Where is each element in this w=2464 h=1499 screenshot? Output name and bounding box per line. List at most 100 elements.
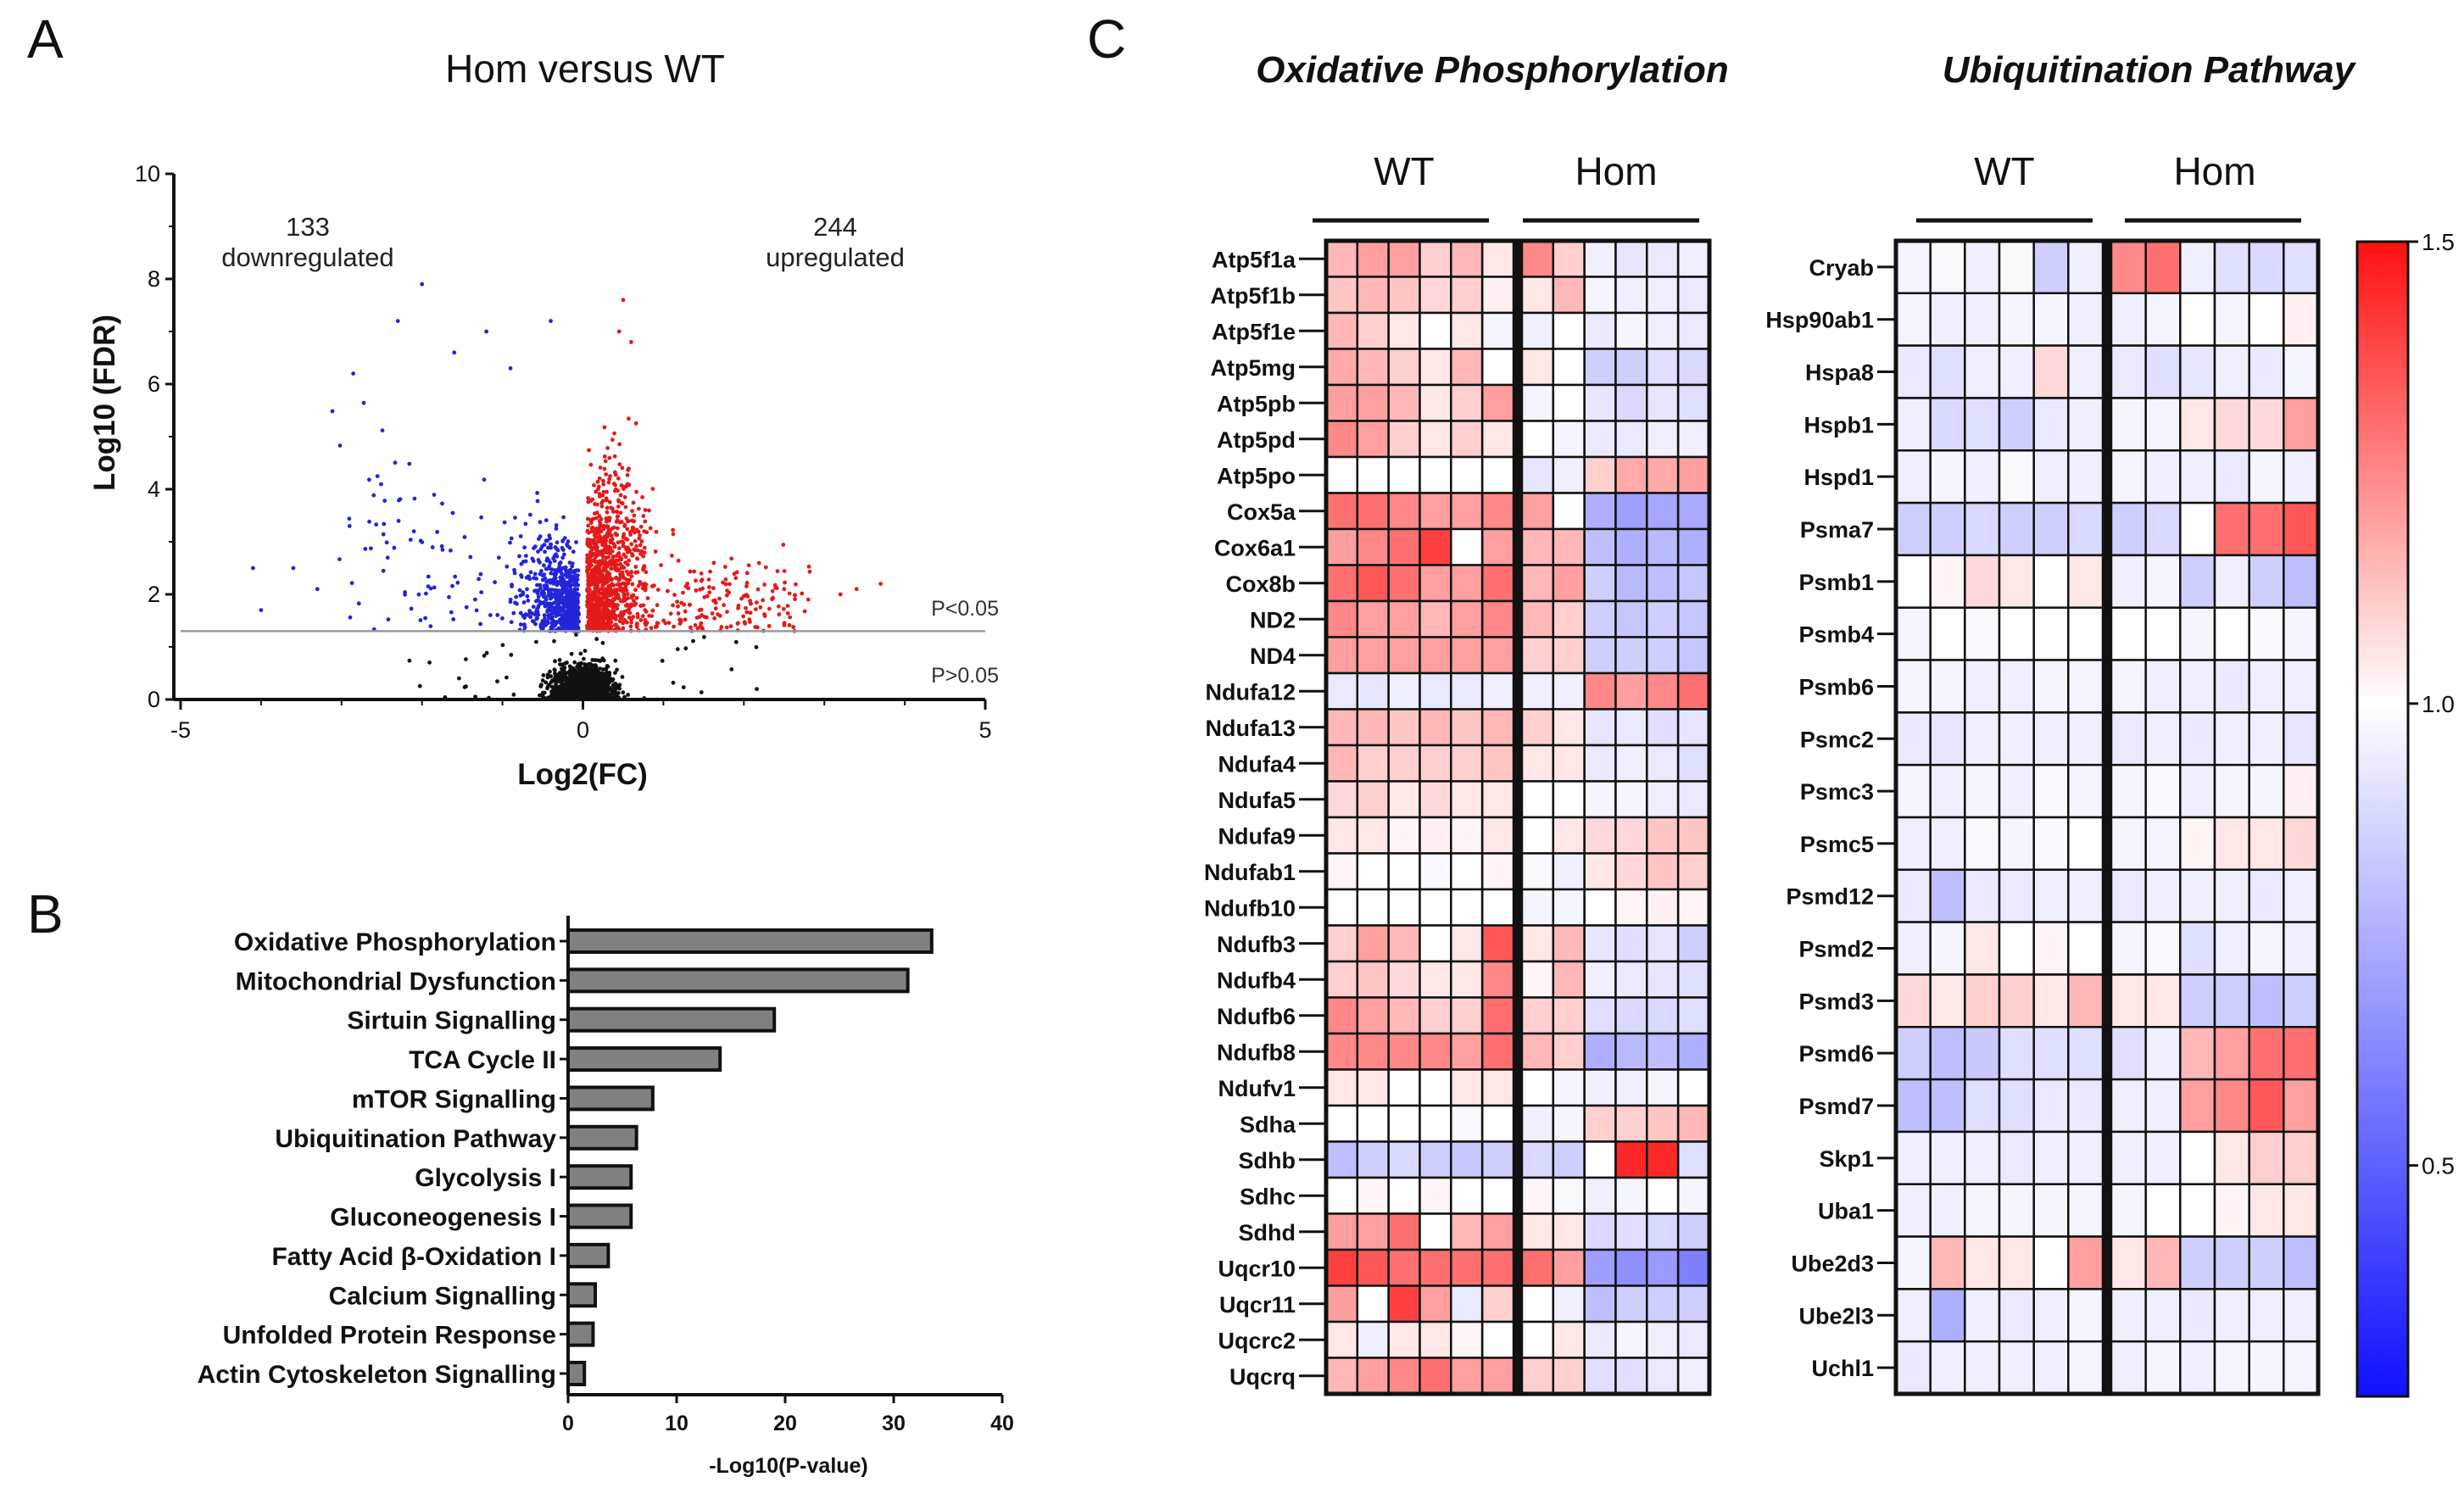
heatmap-cell xyxy=(2213,1078,2250,1134)
volcano-point xyxy=(631,500,636,505)
heatmap-cell xyxy=(1520,888,1555,927)
heatmap-cell xyxy=(1450,1284,1484,1323)
heatmap-cell xyxy=(1614,996,1648,1035)
volcano-point xyxy=(594,581,599,586)
volcano-point xyxy=(544,680,549,685)
heatmap-cell xyxy=(1450,348,1484,387)
volcano-threshold-above: P<0.05 xyxy=(931,597,999,621)
volcano-point xyxy=(603,605,608,610)
volcano-point xyxy=(361,400,366,405)
heatmap-cell xyxy=(1614,383,1648,422)
heatmap-cell xyxy=(1552,852,1586,891)
volcano-point xyxy=(661,618,666,623)
volcano-point xyxy=(591,616,595,621)
volcano-point xyxy=(579,692,584,697)
heatmap-cell xyxy=(1324,816,1359,855)
volcano-point xyxy=(560,662,565,667)
volcano-point xyxy=(554,682,558,687)
heatmap-cell xyxy=(2032,292,2070,347)
heatmap-row-label: ND2 xyxy=(1250,607,1296,632)
volcano-point xyxy=(700,586,705,591)
volcano-point xyxy=(567,545,572,550)
volcano-ytick: 4 xyxy=(148,476,160,502)
heatmap-cell xyxy=(2213,973,2250,1028)
volcano-point xyxy=(555,567,560,571)
heatmap-cell xyxy=(1552,1140,1586,1179)
volcano-point xyxy=(536,549,540,554)
ubiq-title: Ubiquitination Pathway xyxy=(1943,49,2357,91)
volcano-point xyxy=(554,552,559,557)
volcano-up-label: upregulated xyxy=(766,242,905,272)
volcano-point xyxy=(595,687,599,692)
volcano-point xyxy=(670,554,674,558)
heatmap-cell xyxy=(1646,1248,1680,1287)
volcano-point xyxy=(593,585,598,590)
volcano-point xyxy=(782,569,787,573)
volcano-point xyxy=(599,626,603,631)
volcano-point xyxy=(587,538,592,543)
heatmap-cell xyxy=(2144,816,2182,872)
volcano-point xyxy=(571,549,576,554)
heatmap-cell xyxy=(1998,763,2035,819)
volcano-point xyxy=(479,590,484,594)
heatmap-cell xyxy=(1356,1212,1390,1251)
volcano-point xyxy=(337,557,342,561)
heatmap-cell xyxy=(1480,1284,1515,1323)
volcano-point xyxy=(594,677,599,683)
volcano-point xyxy=(616,504,621,509)
volcano-point xyxy=(767,606,772,611)
volcano-point xyxy=(693,623,698,627)
heatmap-cell xyxy=(1520,996,1555,1035)
volcano-point xyxy=(523,521,528,527)
heatmap-cell xyxy=(1520,636,1555,675)
volcano-point xyxy=(576,568,581,573)
volcano-point xyxy=(677,621,683,626)
volcano-point xyxy=(756,560,761,566)
volcano-point xyxy=(601,566,606,571)
volcano-point xyxy=(493,580,497,585)
volcano-point xyxy=(417,683,422,688)
volcano-point xyxy=(440,501,444,506)
volcano-point xyxy=(356,601,361,606)
volcano-point xyxy=(623,554,628,560)
volcano-point xyxy=(574,632,578,637)
heatmap-cell xyxy=(1387,1212,1421,1251)
volcano-point xyxy=(549,567,555,572)
volcano-up-count: 244 xyxy=(813,212,857,242)
volcano-point xyxy=(655,603,660,608)
volcano-point xyxy=(618,588,622,593)
volcano-point xyxy=(496,555,501,560)
volcano-point xyxy=(524,554,528,558)
heatmap-cell xyxy=(2110,973,2147,1028)
volcano-point xyxy=(618,576,622,581)
heatmap-cell xyxy=(2283,554,2320,609)
volcano-point xyxy=(616,514,621,519)
volcano-point xyxy=(423,616,427,621)
volcano-point xyxy=(403,590,407,594)
volcano-point xyxy=(739,596,744,601)
volcano-point xyxy=(791,625,796,629)
volcano-point xyxy=(627,416,631,421)
heatmap-cell xyxy=(1450,1212,1484,1251)
volcano-point xyxy=(605,525,610,530)
volcano-point xyxy=(567,625,572,630)
volcano-point xyxy=(526,599,531,603)
heatmap-cell xyxy=(1614,1212,1648,1251)
volcano-point xyxy=(644,586,648,591)
volcano-point xyxy=(762,582,767,587)
heatmap-cell xyxy=(1676,924,1711,963)
volcano-point xyxy=(675,599,679,605)
heatmap-cell xyxy=(1480,1104,1515,1143)
heatmap-cell xyxy=(1894,292,1932,347)
volcano-point xyxy=(546,607,551,612)
volcano-point xyxy=(650,487,655,491)
heatmap-cell xyxy=(1614,1320,1648,1359)
volcano-point xyxy=(637,506,641,511)
heatmap-cell xyxy=(1614,239,1648,278)
heatmap-cell xyxy=(1964,606,2001,661)
heatmap-cell xyxy=(1583,816,1617,855)
heatmap-cell xyxy=(1387,1176,1421,1215)
heatmap-cell xyxy=(1450,239,1484,278)
heatmap-cell xyxy=(1324,1357,1359,1396)
heatmap-cell xyxy=(1324,348,1359,387)
